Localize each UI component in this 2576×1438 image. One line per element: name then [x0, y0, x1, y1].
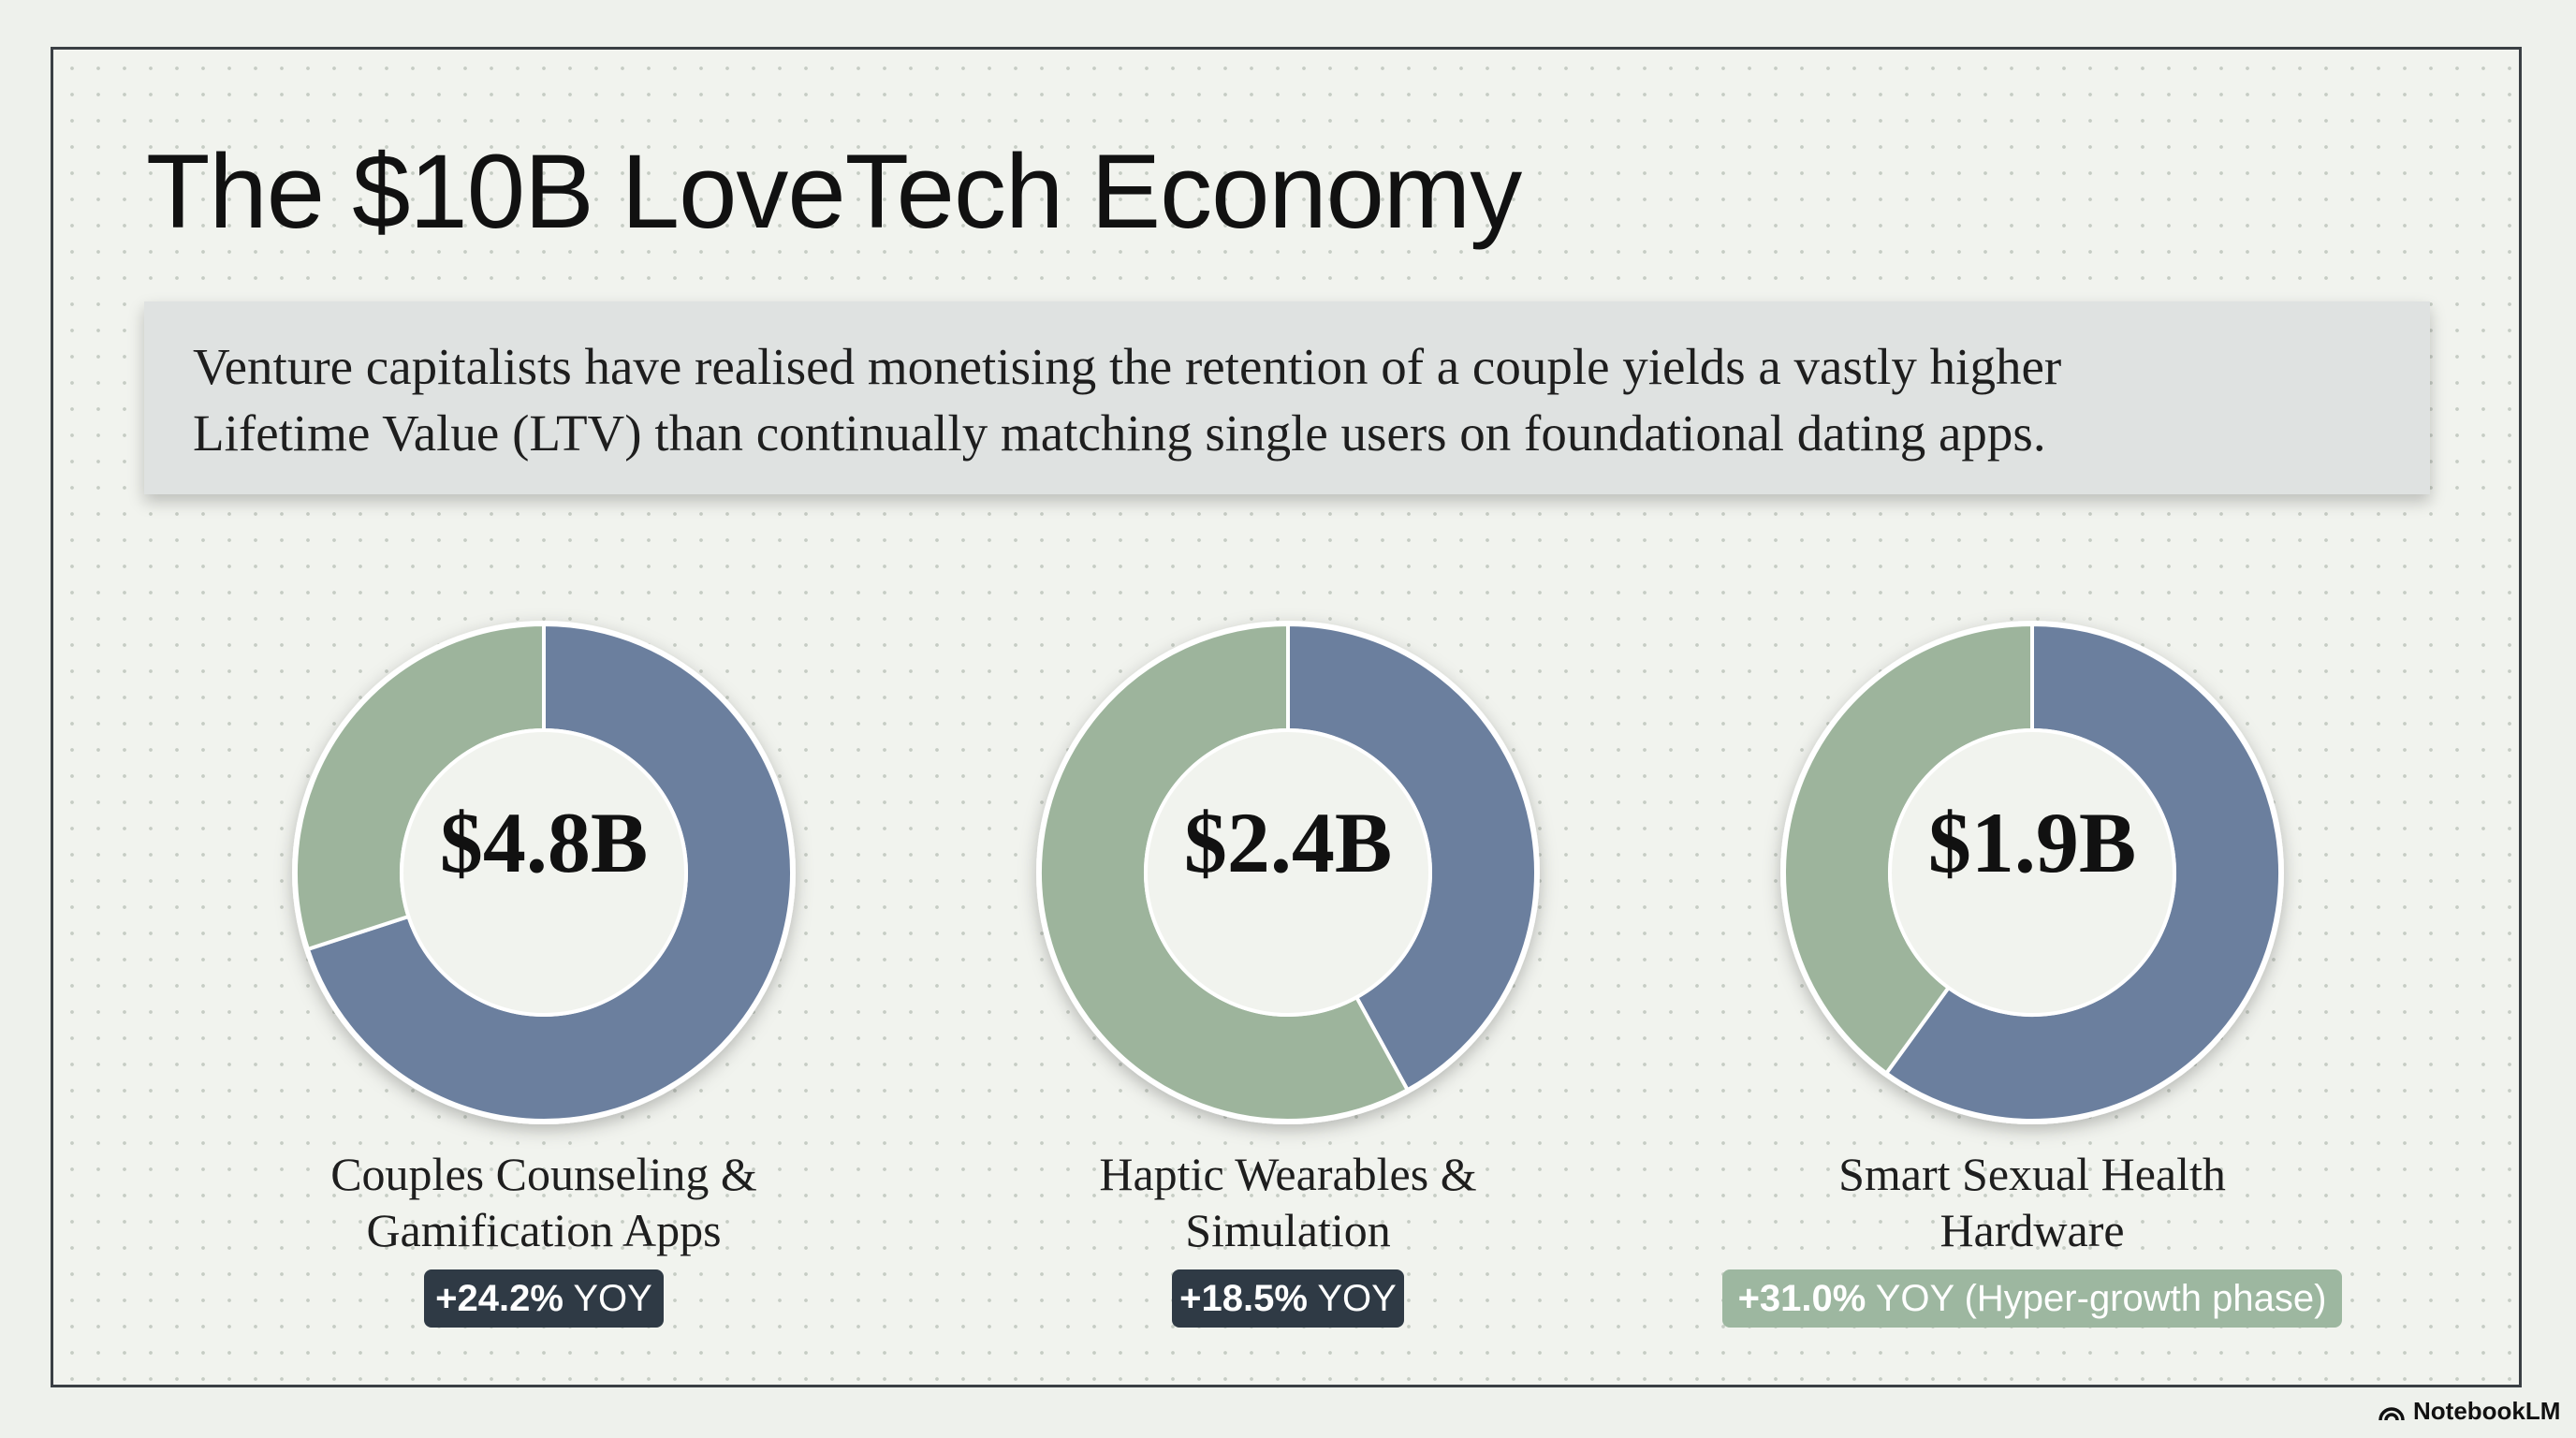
subtitle-line-1: Venture capitalists have realised moneti… [193, 338, 2062, 395]
growth-badge: +31.0% YOY (Hyper-growth phase) [1722, 1269, 2342, 1328]
notebooklm-icon [2378, 1406, 2405, 1420]
donut-hole [400, 728, 688, 1017]
category-label-line: Hardware [1939, 1204, 2125, 1256]
category-label-line: Haptic Wearables & [1099, 1148, 1477, 1200]
donut-hole [1888, 728, 2176, 1017]
category-label-line: Simulation [1185, 1204, 1391, 1256]
notebooklm-logo: NotebookLM [2378, 1397, 2560, 1426]
category-label: Haptic Wearables & Simulation [960, 1146, 1616, 1258]
growth-badge: +24.2% YOY [424, 1269, 664, 1328]
category-label-line: Gamification Apps [366, 1204, 722, 1256]
donut-chart-haptic-wearables [1036, 621, 1540, 1124]
donut-center-value: $4.8B [440, 795, 648, 890]
growth-badge: +18.5% YOY [1172, 1269, 1404, 1328]
category-label: Couples Counseling & Gamification Apps [216, 1146, 871, 1258]
brand-label: NotebookLM [2413, 1397, 2561, 1425]
donut-center-value: $2.4B [1184, 795, 1392, 890]
category-label-line: Smart Sexual Health [1838, 1148, 2226, 1200]
donut-chart-couples-counseling [292, 621, 796, 1124]
growth-suffix: YOY [1307, 1278, 1397, 1319]
growth-value: +18.5% [1179, 1278, 1308, 1319]
subtitle-line-2: Lifetime Value (LTV) than continually ma… [193, 404, 2046, 462]
growth-suffix: YOY [563, 1278, 652, 1319]
donut-center-value: $1.9B [1928, 795, 2136, 890]
growth-suffix: YOY (Hyper-growth phase) [1866, 1278, 2327, 1319]
growth-value: +24.2% [435, 1278, 564, 1319]
growth-value: +31.0% [1737, 1278, 1866, 1319]
subtitle-box: Venture capitalists have realised moneti… [144, 301, 2430, 494]
donut-chart-smart-sexual-health [1780, 621, 2284, 1124]
donut-hole [1144, 728, 1432, 1017]
category-label-line: Couples Counseling & [330, 1148, 757, 1200]
category-label: Smart Sexual Health Hardware [1705, 1146, 2360, 1258]
slide-title: The $10B LoveTech Economy [146, 133, 1522, 250]
